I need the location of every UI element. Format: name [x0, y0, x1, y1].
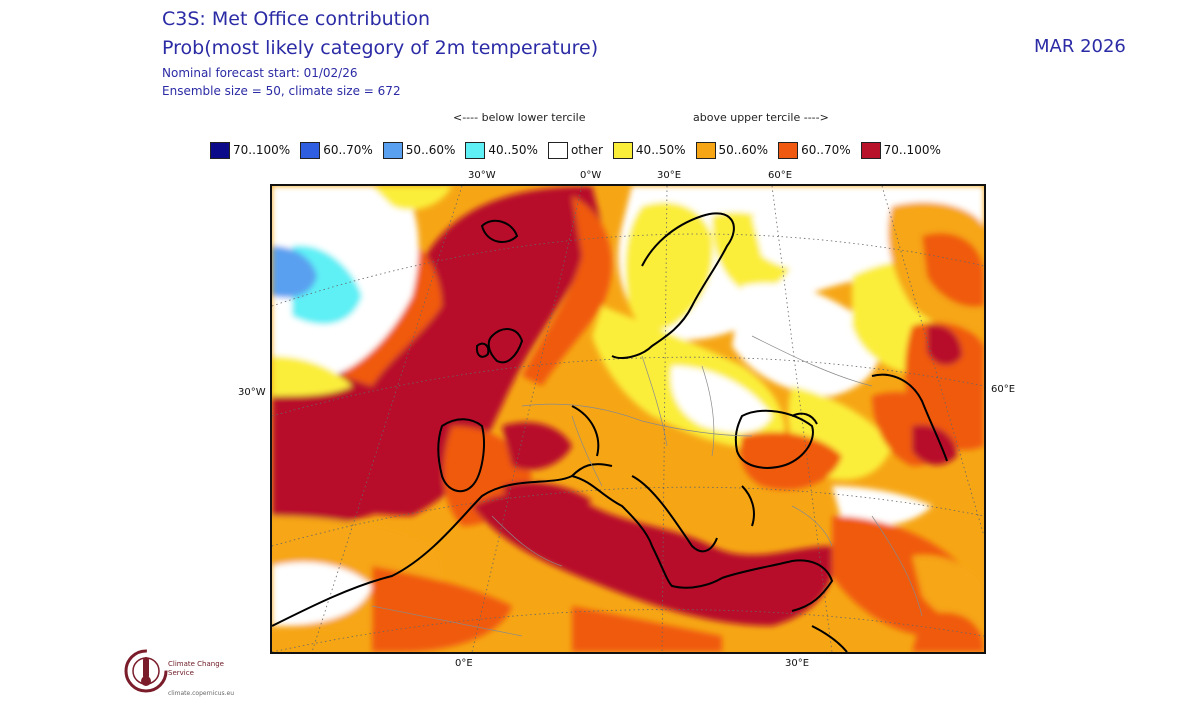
legend-swatch: [300, 141, 321, 159]
legend-label: 50..60%: [405, 143, 456, 157]
legend-label: 40..50%: [488, 143, 538, 157]
legend-item: 40..50%: [465, 141, 548, 159]
legend-swatch: [778, 141, 799, 159]
axis-label-bottom-30e: 30°E: [785, 658, 810, 669]
legend-item: 70..100%: [860, 141, 951, 159]
axis-label-top-60e: 60°E: [768, 170, 793, 181]
legend-swatch: [695, 141, 716, 159]
forecast-map: [270, 184, 986, 654]
below-tercile-label: <---- below lower tercile: [453, 111, 586, 124]
legend-label: other: [570, 143, 603, 157]
logo-url: climate.copernicus.eu: [168, 690, 235, 697]
legend-swatch: [547, 141, 568, 159]
chart-title: C3S: Met Office contribution: [162, 8, 431, 30]
axis-label-left-30w: 30°W: [238, 387, 266, 398]
above-tercile-label: above upper tercile ---->: [693, 111, 829, 124]
axis-label-bottom-0e: 0°E: [455, 658, 473, 669]
legend-label: 60..70%: [801, 143, 851, 157]
legend: 70..100% 60..70% 50..60% 40..50% other 40..50…: [210, 140, 951, 160]
logo-name: Climate Change Service: [168, 660, 224, 677]
legend-swatch: [860, 141, 881, 159]
coastlines: [272, 212, 948, 652]
ensemble-size: Ensemble size = 50, climate size = 672: [162, 84, 401, 98]
legend-swatch: [465, 141, 486, 159]
country-borders: [371, 335, 923, 637]
legend-label: 60..70%: [323, 143, 373, 157]
axis-label-top-30e: 30°E: [657, 170, 682, 181]
legend-item: 60..70%: [778, 141, 861, 159]
legend-item: 60..70%: [300, 141, 383, 159]
legend-swatch: [612, 141, 633, 159]
legend-item: 50..60%: [382, 141, 466, 159]
legend-item: other: [547, 141, 613, 159]
axis-label-right-60e: 60°E: [991, 384, 1016, 395]
copernicus-logo: [124, 649, 168, 693]
legend-label: 70..100%: [233, 143, 291, 157]
legend-label: 70..100%: [883, 143, 941, 157]
axis-label-top-0w: 0°W: [580, 170, 602, 181]
legend-swatch: [382, 141, 403, 159]
legend-item: 70..100%: [210, 141, 300, 159]
map-svg: [272, 186, 984, 652]
legend-item: 40..50%: [612, 141, 696, 159]
legend-label: 40..50%: [635, 143, 686, 157]
graticule: [272, 186, 984, 652]
forecast-start: Nominal forecast start: 01/02/26: [162, 66, 358, 80]
chart-subtitle: Prob(most likely category of 2m temperat…: [162, 37, 599, 59]
axis-label-top-30w: 30°W: [468, 170, 496, 181]
legend-label: 50..60%: [718, 143, 769, 157]
forecast-month: MAR 2026: [1034, 36, 1126, 57]
legend-item: 50..60%: [695, 141, 779, 159]
probability-field: [272, 186, 984, 652]
legend-swatch: [210, 141, 230, 159]
